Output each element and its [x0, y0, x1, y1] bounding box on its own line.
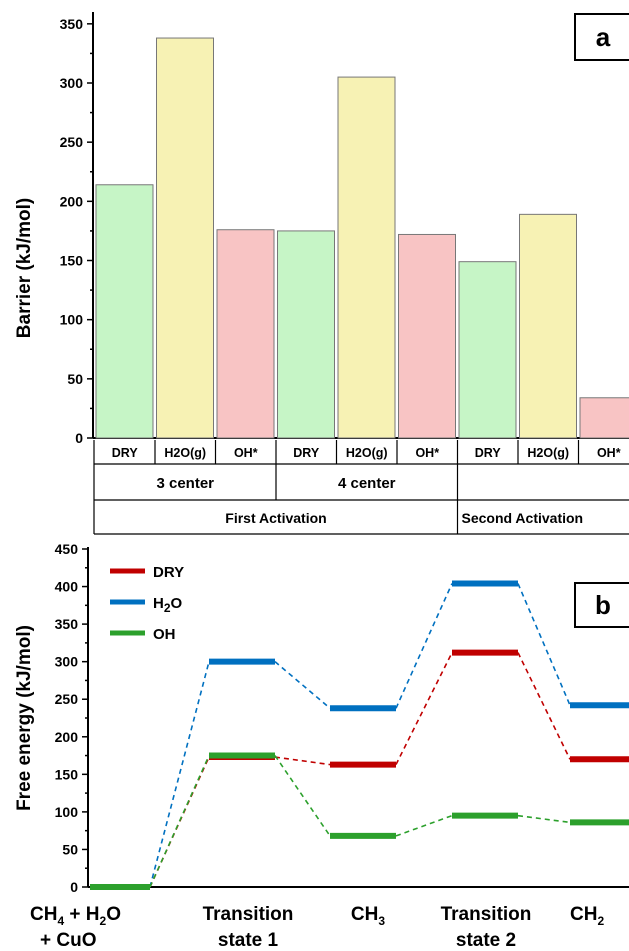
panel-b-connector: [149, 661, 210, 888]
panel-a-bar-8: [519, 213, 577, 439]
panel-b-ytick-label: 150: [55, 766, 79, 782]
panel-b-ytick-label: 200: [55, 729, 79, 745]
panel-b-ytick-label: 350: [55, 616, 79, 632]
panel-a-bar-7: [458, 261, 517, 439]
panel-a-group-label: 3 center: [156, 475, 214, 492]
panel-a-category-label: H2O(g): [164, 446, 206, 460]
panel-b-connector: [274, 756, 331, 766]
panel-b-xlabel-4-line2: state 2: [456, 930, 516, 951]
panel-a-category-label: H2O(g): [527, 446, 569, 460]
panel-b-connector: [517, 583, 571, 706]
panel-a-category-label: H2O(g): [346, 446, 388, 460]
panel-b-letter: b: [595, 590, 611, 620]
panel-b-series-oh: [90, 752, 629, 890]
panel-a-ylabel: Barrier (kJ/mol): [14, 198, 35, 338]
panel-b-ytick-label: 300: [55, 654, 79, 670]
panel-b-connector: [149, 755, 210, 888]
panel-b-connector: [274, 661, 331, 709]
panel-b-ytick-label: 400: [55, 579, 79, 595]
panel-b-xlabel-1: CH4 + H2O: [30, 904, 121, 928]
panel-b-series: [90, 580, 629, 890]
panel-a-ytick-label: 200: [60, 193, 84, 209]
panel-b-ytick-label: 0: [70, 879, 78, 895]
panel-b-legend-label: DRY: [153, 564, 184, 581]
panel-a-bar-1: [95, 184, 154, 439]
panel-a-category-label: OH*: [415, 446, 439, 460]
panel-b-xlabel-4: Transition: [441, 904, 532, 925]
panel-b-xlabel-2: Transition: [203, 904, 294, 925]
panel-b-connector: [274, 755, 331, 837]
panel-a-ytick-label: 350: [60, 16, 84, 32]
panel-a-bar-3: [216, 229, 275, 439]
panel-b-xlabel-3: CH3: [351, 904, 385, 928]
panel-b-x-labels: CH4 + H2O+ CuO Transition state 1 CH3 Transi…: [30, 904, 604, 951]
panel-b-ytick-label: 50: [62, 841, 78, 857]
panel-a-bar-5: [337, 76, 396, 439]
panel-b-series-dry: [90, 649, 629, 890]
panel-a-category-label: DRY: [112, 446, 139, 460]
panel-a-activation-label: First Activation: [225, 510, 326, 526]
panel-b-connector: [395, 814, 453, 837]
panel-b-legend-label: OH: [153, 626, 176, 643]
panel-a-letter-box: a: [574, 13, 629, 61]
panel-a-group-label: 4 center: [338, 475, 396, 492]
panel-a-activation-label: Second Activation: [462, 510, 584, 526]
panel-a-category-table: DRY H2O(g) OH* DRY H2O(g) OH* DRY H2O(g) OH* 3 ce…: [93, 440, 629, 535]
panel-b-connector: [517, 652, 571, 760]
panel-a-category-label: OH*: [234, 446, 258, 460]
panel-a-letter: a: [596, 22, 611, 52]
panel-a-y-ticks: 0 50 100 150 200 250 300 350: [60, 16, 93, 446]
panel-a-category-label: DRY: [475, 446, 502, 460]
panel-b-y-ticks: 0 50 100 150 200 250 300 350 400 450: [55, 541, 88, 895]
panel-b-ytick-label: 450: [55, 541, 79, 557]
panel-a-bars: [95, 37, 629, 439]
panel-a-ytick-label: 0: [75, 430, 83, 446]
panel-a-bar-2: [156, 37, 214, 439]
panel-b-ytick-label: 100: [55, 804, 79, 820]
panel-b-series-h2o: [90, 580, 629, 890]
panel-b-letter-box: b: [574, 582, 629, 628]
panel-a-bar-9: [579, 397, 629, 439]
panel-b-legend: DRY H2O OH: [110, 564, 184, 643]
panel-a-ytick-label: 300: [60, 75, 84, 91]
panel-a-category-label: DRY: [293, 446, 320, 460]
panel-a-bar-6: [398, 233, 456, 439]
panel-a-ytick-label: 150: [60, 253, 84, 269]
panel-b-ylabel: Free energy (kJ/mol): [14, 625, 35, 811]
panel-a-bar-4: [277, 230, 335, 439]
panel-a-category-label: OH*: [597, 446, 621, 460]
panel-b-ytick-label: 250: [55, 691, 79, 707]
panel-b: Free energy (kJ/mol) 0 50 100 150 200 250 300 3…: [14, 541, 629, 951]
panel-b-xlabel-1-line2: + CuO: [40, 930, 96, 951]
panel-a-ytick-label: 250: [60, 134, 84, 150]
panel-b-xlabel-5: CH2: [570, 904, 604, 928]
panel-b-xlabel-2-line2: state 1: [218, 930, 279, 951]
panel-a: Barrier (kJ/mol) 0 50 100 150 200 250 300 350 D…: [14, 12, 629, 535]
panel-b-legend-label: H2O: [153, 595, 183, 615]
panel-a-ytick-label: 50: [67, 371, 83, 387]
panel-b-connector: [517, 814, 571, 824]
panel-a-ytick-label: 100: [60, 312, 84, 328]
panel-b-connector: [395, 583, 453, 709]
panel-b-connector: [395, 652, 453, 765]
